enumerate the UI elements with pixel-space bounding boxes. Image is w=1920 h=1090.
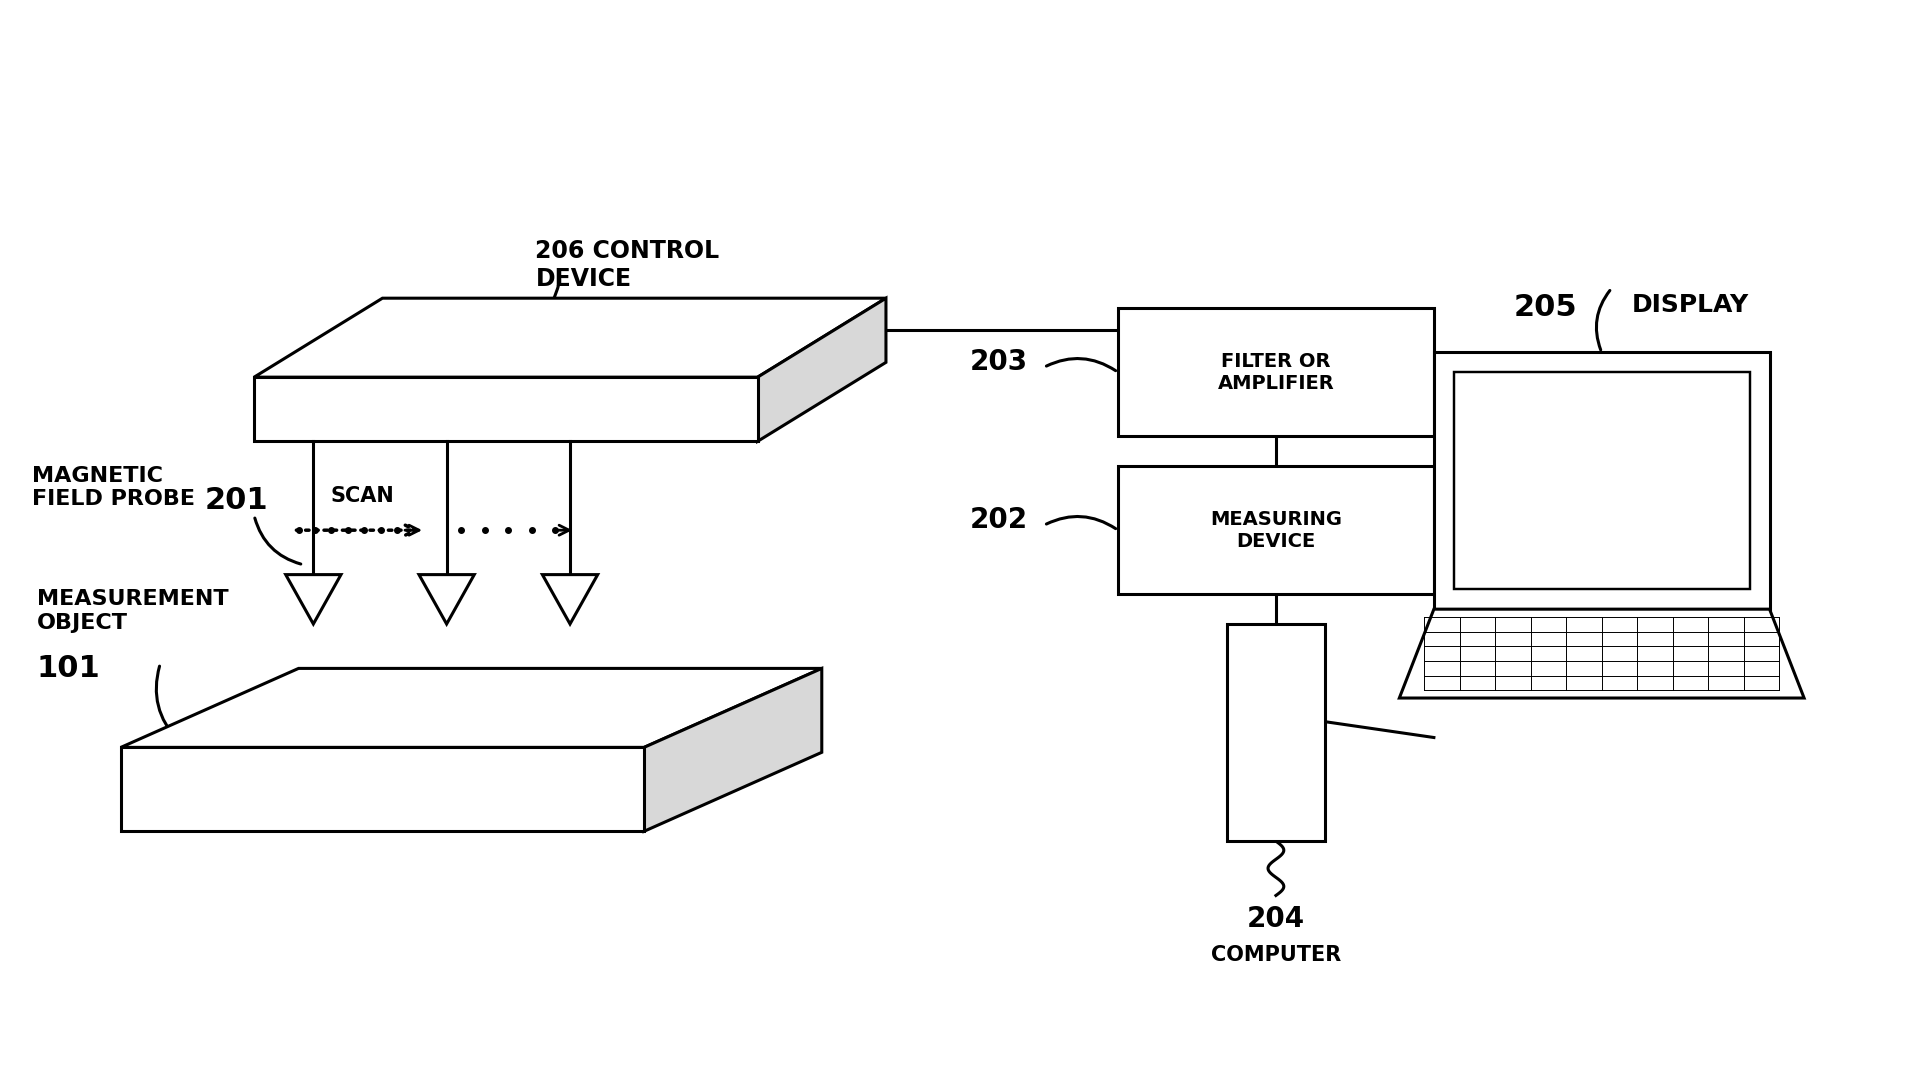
FancyBboxPatch shape	[1117, 308, 1434, 436]
FancyArrowPatch shape	[1046, 359, 1116, 371]
Text: 206 CONTROL
DEVICE: 206 CONTROL DEVICE	[536, 239, 720, 291]
FancyArrowPatch shape	[1046, 517, 1116, 529]
Text: 203: 203	[970, 349, 1027, 376]
Polygon shape	[1400, 609, 1805, 698]
Text: 201: 201	[205, 486, 269, 514]
FancyArrowPatch shape	[255, 518, 301, 564]
Polygon shape	[419, 574, 474, 623]
FancyBboxPatch shape	[1227, 623, 1325, 841]
Polygon shape	[643, 668, 822, 832]
Text: FILTER OR
AMPLIFIER: FILTER OR AMPLIFIER	[1217, 352, 1334, 392]
Text: SCAN: SCAN	[330, 485, 396, 506]
Text: COMPUTER: COMPUTER	[1212, 945, 1340, 965]
Text: 101: 101	[36, 654, 100, 682]
FancyArrowPatch shape	[1596, 290, 1609, 350]
Text: 204: 204	[1246, 906, 1306, 933]
Polygon shape	[286, 574, 342, 623]
FancyBboxPatch shape	[1117, 467, 1434, 594]
Text: MEASURING
DEVICE: MEASURING DEVICE	[1210, 510, 1342, 550]
Polygon shape	[253, 377, 758, 441]
FancyBboxPatch shape	[1434, 352, 1770, 609]
FancyBboxPatch shape	[1453, 372, 1749, 590]
Polygon shape	[253, 299, 885, 377]
Polygon shape	[121, 748, 643, 832]
Text: 202: 202	[970, 507, 1027, 534]
Polygon shape	[541, 574, 597, 623]
Text: 205: 205	[1513, 293, 1576, 323]
Polygon shape	[121, 668, 822, 748]
FancyArrowPatch shape	[156, 666, 179, 740]
FancyArrowPatch shape	[490, 281, 559, 356]
Polygon shape	[758, 299, 885, 441]
Text: MAGNETIC
FIELD PROBE: MAGNETIC FIELD PROBE	[33, 467, 196, 509]
Text: DISPLAY: DISPLAY	[1632, 293, 1749, 317]
Text: MEASUREMENT
OBJECT: MEASUREMENT OBJECT	[36, 590, 228, 632]
